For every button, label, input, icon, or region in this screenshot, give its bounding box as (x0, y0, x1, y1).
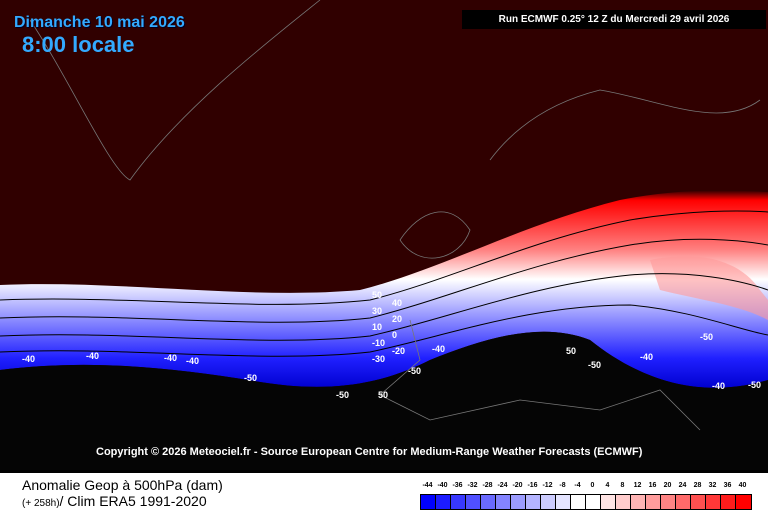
contour-label: 0 (392, 330, 397, 340)
legend-label: 12 (633, 482, 642, 489)
contour-label: -40 (186, 356, 199, 366)
legend-label: 32 (708, 482, 717, 489)
forecast-time: 8:00 locale (22, 32, 135, 57)
legend-swatch (631, 495, 646, 509)
legend-label: -12 (542, 482, 553, 489)
contour-label: -40 (432, 344, 445, 354)
contour-label: -50 (244, 373, 257, 383)
legend-swatch (721, 495, 736, 509)
legend-label: 0 (590, 482, 595, 489)
legend-label: -28 (482, 482, 493, 489)
legend-swatch (451, 495, 466, 509)
lead-time: (+ 258h) (22, 498, 60, 509)
contour-label: -50 (336, 390, 349, 400)
legend-label: 28 (693, 482, 702, 489)
contour-label: -50 (408, 366, 421, 376)
contour-label: 10 (372, 322, 382, 332)
legend-swatch (526, 495, 541, 509)
legend-label: -20 (512, 482, 523, 489)
legend-label: -16 (527, 482, 538, 489)
legend-swatch (676, 495, 691, 509)
climatology: / Clim ERA5 1991-2020 (59, 493, 207, 509)
contour-label: -50 (748, 380, 761, 390)
legend-label: 24 (678, 482, 687, 489)
contour-label: 40 (392, 298, 402, 308)
legend-swatch (691, 495, 706, 509)
contour-label: -30 (372, 354, 385, 364)
legend-swatch (556, 495, 571, 509)
run-info: Run ECMWF 0.25° 12 Z du Mercredi 29 avri… (462, 10, 766, 29)
contour-label: -40 (640, 352, 653, 362)
legend-swatch (601, 495, 616, 509)
contour-label: -50 (700, 332, 713, 342)
contour-label: -10 (372, 338, 385, 348)
contour-label: -40 (712, 381, 725, 391)
legend-label: 20 (663, 482, 672, 489)
contour-label: 30 (372, 306, 382, 316)
contour-label: -40 (86, 351, 99, 361)
legend-swatch (736, 495, 751, 509)
legend-label: -36 (452, 482, 463, 489)
legend-swatch (466, 495, 481, 509)
legend-swatch (706, 495, 721, 509)
legend-label: -4 (574, 482, 581, 489)
legend-label: -40 (437, 482, 448, 489)
legend-swatch (646, 495, 661, 509)
contour-label: 50 (378, 390, 388, 400)
legend-label: 8 (620, 482, 625, 489)
map-subtitle: (+ 258h)/ Clim ERA5 1991-2020 (22, 493, 207, 509)
legend-label: 40 (738, 482, 747, 489)
legend-swatch (496, 495, 511, 509)
legend-swatch (511, 495, 526, 509)
contour-label: -20 (392, 346, 405, 356)
legend-label: 36 (723, 482, 732, 489)
legend-swatch (541, 495, 556, 509)
legend-label: -24 (497, 482, 508, 489)
legend-swatch (586, 495, 601, 509)
legend-swatch (661, 495, 676, 509)
legend-swatch (571, 495, 586, 509)
map-title: Anomalie Geop à 500hPa (dam) (22, 477, 223, 493)
legend-label: 4 (605, 482, 610, 489)
legend-swatch (436, 495, 451, 509)
contour-label: -40 (164, 353, 177, 363)
legend-label: -32 (467, 482, 478, 489)
legend-swatch (481, 495, 496, 509)
legend-label: -8 (559, 482, 566, 489)
contour-label: -40 (22, 354, 35, 364)
contour-label: -50 (588, 360, 601, 370)
contour-label: 50 (372, 290, 382, 300)
legend-swatch (616, 495, 631, 509)
footer: Anomalie Geop à 500hPa (dam) (+ 258h)/ C… (0, 473, 768, 512)
legend-swatch (421, 495, 436, 509)
color-legend: -44 -40 -36 -32 -28 -24 -20 -16 -12 -8 -4 0 4 8 12 16 20… (420, 482, 752, 510)
anomaly-map: 50 40 30 20 10 0 -10 -20 -30 -40 -50 -40… (0, 0, 768, 470)
legend-label: -44 (422, 482, 433, 489)
forecast-date: Dimanche 10 mai 2026 (14, 14, 185, 31)
contour-label: 50 (566, 346, 576, 356)
contour-label: 20 (392, 314, 402, 324)
legend-label: 16 (648, 482, 657, 489)
copyright: Copyright © 2026 Meteociel.fr - Source E… (96, 446, 643, 458)
